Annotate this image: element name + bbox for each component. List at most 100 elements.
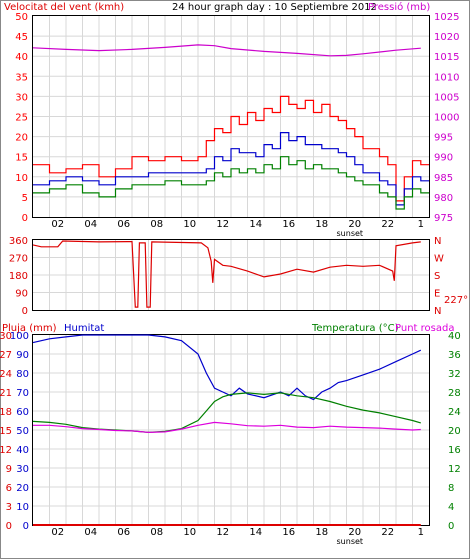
temperature-y-tick-label: 16 <box>448 445 461 456</box>
x-tick-label: 06 <box>117 219 130 230</box>
mid-panel-frame <box>32 239 430 311</box>
x-tick-label: 12 <box>216 527 229 538</box>
pressure-y-tick-label: 1020 <box>434 32 459 43</box>
humidity-axis-title: Humitat <box>64 323 104 334</box>
series-speed-line <box>33 156 429 210</box>
x-tick-label: 12 <box>216 219 229 230</box>
x-tick-label: 18 <box>315 527 328 538</box>
temperature-y-tick-label: 8 <box>448 483 454 494</box>
direction-y-tick-label: 180 <box>9 271 28 282</box>
wind-y-tick-label: 15 <box>15 153 28 164</box>
x-tick-label: 02 <box>51 527 64 538</box>
compass-tick-label: W <box>434 254 444 265</box>
pressure-y-tick-label: 980 <box>434 193 453 204</box>
wind-y-tick-label: 45 <box>15 32 28 43</box>
temperature-y-tick-label: 28 <box>448 388 461 399</box>
x-tick-label: 14 <box>249 527 262 538</box>
x-tick-label: 04 <box>84 527 97 538</box>
wind-y-tick-label: 30 <box>15 92 28 103</box>
humidity-y-tick-label: 30 <box>16 464 29 475</box>
x-tick-label: 08 <box>150 219 163 230</box>
wind-y-tick-label: 25 <box>15 113 28 124</box>
pressure-y-tick-label: 1025 <box>434 12 459 23</box>
x-tick-label: 18 <box>315 219 328 230</box>
wind-y-tick-label: 50 <box>15 12 28 23</box>
pressure-y-tick-label: 1015 <box>434 52 459 63</box>
rain-y-tick-label: 18 <box>0 407 12 418</box>
x-tick-label: 1 <box>418 527 424 538</box>
temperature-y-tick-label: 4 <box>448 502 454 513</box>
compass-tick-label: S <box>434 271 440 282</box>
humidity-y-tick-label: 10 <box>16 502 29 513</box>
series-pressure-line <box>32 44 421 57</box>
wind-y-tick-label: 10 <box>15 173 28 184</box>
humidity-y-tick-label: 80 <box>16 369 29 380</box>
x-tick-label: 14 <box>249 219 262 230</box>
humidity-y-tick-label: 100 <box>10 331 29 342</box>
direction-y-tick-label: 360 <box>9 236 28 247</box>
rain-y-tick-label: 6 <box>6 483 12 494</box>
humidity-y-tick-label: 50 <box>16 426 29 437</box>
humidity-y-tick-label: 90 <box>16 350 29 361</box>
pressure-y-tick-label: 990 <box>434 153 453 164</box>
humidity-y-tick-label: 0 <box>23 521 29 532</box>
direction-y-tick-label: 0 <box>22 306 28 317</box>
humidity-y-tick-label: 60 <box>16 407 29 418</box>
temperature-y-tick-label: 12 <box>448 464 461 475</box>
x-tick-label: 08 <box>150 527 163 538</box>
humidity-y-tick-label: 70 <box>16 388 29 399</box>
compass-tick-label: N <box>434 306 441 317</box>
rain-y-tick-label: 24 <box>0 369 12 380</box>
pressure-y-tick-label: 975 <box>434 213 453 224</box>
compass-tick-label: E <box>434 289 440 300</box>
x-tick-label: 16 <box>282 527 295 538</box>
wind-y-tick-label: 20 <box>15 133 28 144</box>
pressure-axis-title: Pressió (mb) <box>368 1 430 13</box>
wind-axis-title: Velocitat del vent (kmh) <box>4 2 124 13</box>
temperature-y-tick-label: 36 <box>448 350 461 361</box>
x-tick-label: 20 <box>348 219 361 230</box>
temperature-y-tick-label: 0 <box>448 521 454 532</box>
pressure-y-tick-label: 985 <box>434 173 453 184</box>
temperature-y-tick-label: 24 <box>448 407 461 418</box>
temperature-axis-title: Temperatura (°C) <box>311 323 399 334</box>
pressure-y-tick-label: 1010 <box>434 72 459 83</box>
series-dewpoint-line <box>33 421 421 434</box>
wind-y-tick-label: 5 <box>22 193 28 204</box>
top-panel-frame <box>32 15 430 218</box>
temperature-y-tick-label: 32 <box>448 369 461 380</box>
compass-tick-label: N <box>434 236 441 247</box>
dewpoint-axis-title: Punt rosada <box>395 323 454 334</box>
rain-axis-title: Pluja (mm) <box>2 323 57 334</box>
x-tick-label: 02 <box>51 219 64 230</box>
rain-y-tick-label: 3 <box>6 502 12 513</box>
series-gust-line <box>33 95 429 202</box>
rain-y-tick-label: 12 <box>0 445 12 456</box>
series-humidity-line <box>32 334 422 401</box>
x-tick-label: 06 <box>117 527 130 538</box>
humidity-y-tick-label: 20 <box>16 483 29 494</box>
rain-y-tick-label: 15 <box>0 426 12 437</box>
wind-y-tick-label: 0 <box>22 213 28 224</box>
current-direction-label: 227° <box>444 295 468 306</box>
series-direction-line <box>32 240 421 308</box>
temperature-y-tick-label: 20 <box>448 426 461 437</box>
rain-y-tick-label: 30 <box>0 331 12 342</box>
x-tick-label: 22 <box>381 527 394 538</box>
rain-y-tick-label: 0 <box>6 521 12 532</box>
rain-y-tick-label: 27 <box>0 350 12 361</box>
data-series <box>32 44 429 526</box>
graph-title: 24 hour graph day : 10 Septiembre 2012 <box>172 2 377 13</box>
x-tick-label: 1 <box>418 219 424 230</box>
x-tick-label: 10 <box>183 219 196 230</box>
pressure-y-tick-label: 1005 <box>434 92 459 103</box>
rain-y-tick-label: 9 <box>6 464 12 475</box>
pressure-y-tick-label: 995 <box>434 133 453 144</box>
pressure-y-tick-label: 1000 <box>434 113 459 124</box>
direction-y-tick-label: 270 <box>9 254 28 265</box>
sunset-label: sunset <box>337 229 364 238</box>
